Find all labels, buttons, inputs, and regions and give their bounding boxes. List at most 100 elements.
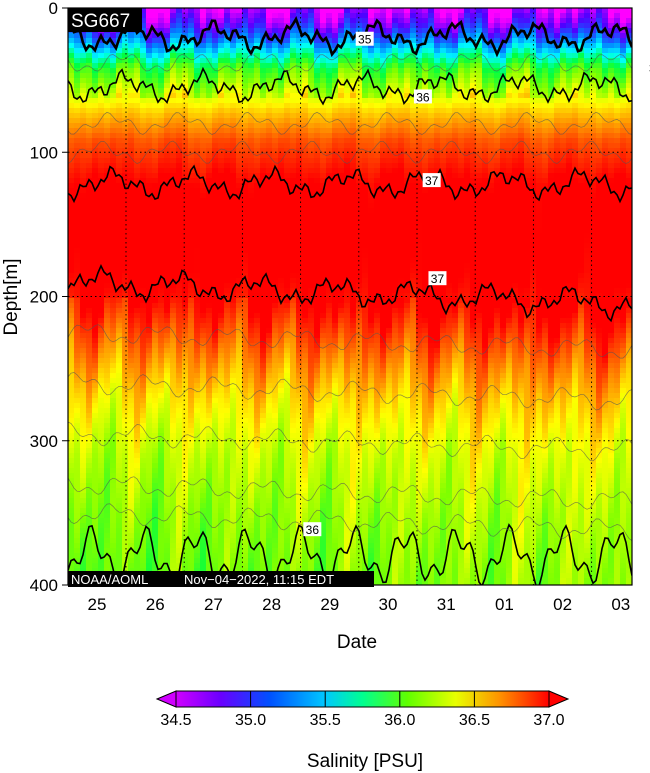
heatmap-cell xyxy=(140,553,147,559)
heatmap-cell xyxy=(158,298,165,304)
heatmap-cell xyxy=(236,153,243,159)
heatmap-cell xyxy=(224,18,231,24)
heatmap-cell xyxy=(80,453,87,459)
heatmap-cell xyxy=(218,8,225,14)
heatmap-cell xyxy=(164,303,171,309)
heatmap-cell xyxy=(128,223,135,229)
heatmap-cell xyxy=(188,393,195,399)
heatmap-cell xyxy=(134,243,141,249)
heatmap-cell xyxy=(254,168,261,174)
heatmap-cell xyxy=(128,243,135,249)
heatmap-cell xyxy=(260,228,267,234)
heatmap-cell xyxy=(68,313,75,319)
heatmap-cell xyxy=(86,483,93,489)
heatmap-cell xyxy=(260,368,267,374)
heatmap-cell xyxy=(296,228,303,234)
heatmap-cell xyxy=(92,273,99,279)
heatmap-cell xyxy=(68,248,75,254)
heatmap-cell xyxy=(254,103,261,109)
heatmap-cell xyxy=(194,403,201,409)
heatmap-cell xyxy=(182,458,189,464)
heatmap-cell xyxy=(212,73,219,79)
heatmap-cell xyxy=(302,438,309,444)
heatmap-cell xyxy=(164,503,171,509)
heatmap-cell xyxy=(266,428,273,434)
heatmap-cell xyxy=(80,163,87,169)
heatmap-cell xyxy=(146,278,153,284)
heatmap-cell xyxy=(164,368,171,374)
heatmap-cell xyxy=(182,48,189,54)
heatmap-cell xyxy=(308,323,315,329)
heatmap-cell xyxy=(74,523,81,529)
heatmap-cell xyxy=(164,298,171,304)
heatmap-cell xyxy=(98,548,105,554)
heatmap-cell xyxy=(104,283,111,289)
heatmap-cell xyxy=(116,408,123,414)
heatmap-cell xyxy=(80,218,87,224)
heatmap-cell xyxy=(278,268,285,274)
heatmap-cell xyxy=(218,198,225,204)
heatmap-cell xyxy=(140,193,147,199)
heatmap-cell xyxy=(266,93,273,99)
heatmap-cell xyxy=(314,223,321,229)
heatmap-cell xyxy=(86,228,93,234)
heatmap-cell xyxy=(182,293,189,299)
heatmap-cell xyxy=(314,213,321,219)
heatmap-cell xyxy=(68,263,75,269)
heatmap-cell xyxy=(92,413,99,419)
heatmap-cell xyxy=(68,283,75,289)
heatmap-cell xyxy=(122,188,129,194)
heatmap-cell xyxy=(134,413,141,419)
heatmap-cell xyxy=(128,288,135,294)
heatmap-cell xyxy=(290,353,297,359)
heatmap-cell xyxy=(68,278,75,284)
heatmap-cell xyxy=(206,443,213,449)
heatmap-cell xyxy=(158,428,165,434)
heatmap-cell xyxy=(218,268,225,274)
heatmap-cell xyxy=(272,153,279,159)
heatmap-cell xyxy=(170,38,177,44)
heatmap-cell xyxy=(290,68,297,74)
heatmap-cell xyxy=(254,533,261,539)
heatmap-cell xyxy=(74,528,81,534)
heatmap-cell xyxy=(128,413,135,419)
heatmap-cell xyxy=(254,388,261,394)
heatmap-cell xyxy=(104,533,111,539)
heatmap-cell xyxy=(308,393,315,399)
heatmap-cell xyxy=(128,343,135,349)
heatmap-cell xyxy=(98,128,105,134)
heatmap-cell xyxy=(104,63,111,69)
heatmap-cell xyxy=(206,328,213,334)
heatmap-cell xyxy=(242,508,249,514)
heatmap-cell xyxy=(170,33,177,39)
heatmap-cell xyxy=(74,138,81,144)
heatmap-cell xyxy=(158,108,165,114)
heatmap-cell xyxy=(278,93,285,99)
heatmap-cell xyxy=(140,403,147,409)
heatmap-cell xyxy=(194,483,201,489)
heatmap-cell xyxy=(152,218,159,224)
heatmap-cell xyxy=(158,223,165,229)
heatmap-cell xyxy=(98,448,105,454)
heatmap-cell xyxy=(68,528,75,534)
heatmap-cell xyxy=(284,448,291,454)
heatmap-cell xyxy=(86,183,93,189)
heatmap-cell xyxy=(92,58,99,64)
heatmap-cell xyxy=(170,133,177,139)
heatmap-cell xyxy=(230,293,237,299)
heatmap-cell xyxy=(248,368,255,374)
heatmap-cell xyxy=(140,98,147,104)
heatmap-cell xyxy=(152,483,159,489)
heatmap-cell xyxy=(122,93,129,99)
heatmap-cell xyxy=(170,28,177,34)
heatmap-cell xyxy=(86,413,93,419)
heatmap-cell xyxy=(146,423,153,429)
heatmap-cell xyxy=(278,98,285,104)
heatmap-cell xyxy=(302,418,309,424)
heatmap-cell xyxy=(302,143,309,149)
heatmap-cell xyxy=(206,133,213,139)
heatmap-cell xyxy=(188,323,195,329)
heatmap-cell xyxy=(158,53,165,59)
heatmap-cell xyxy=(200,208,207,214)
heatmap-cell xyxy=(314,233,321,239)
